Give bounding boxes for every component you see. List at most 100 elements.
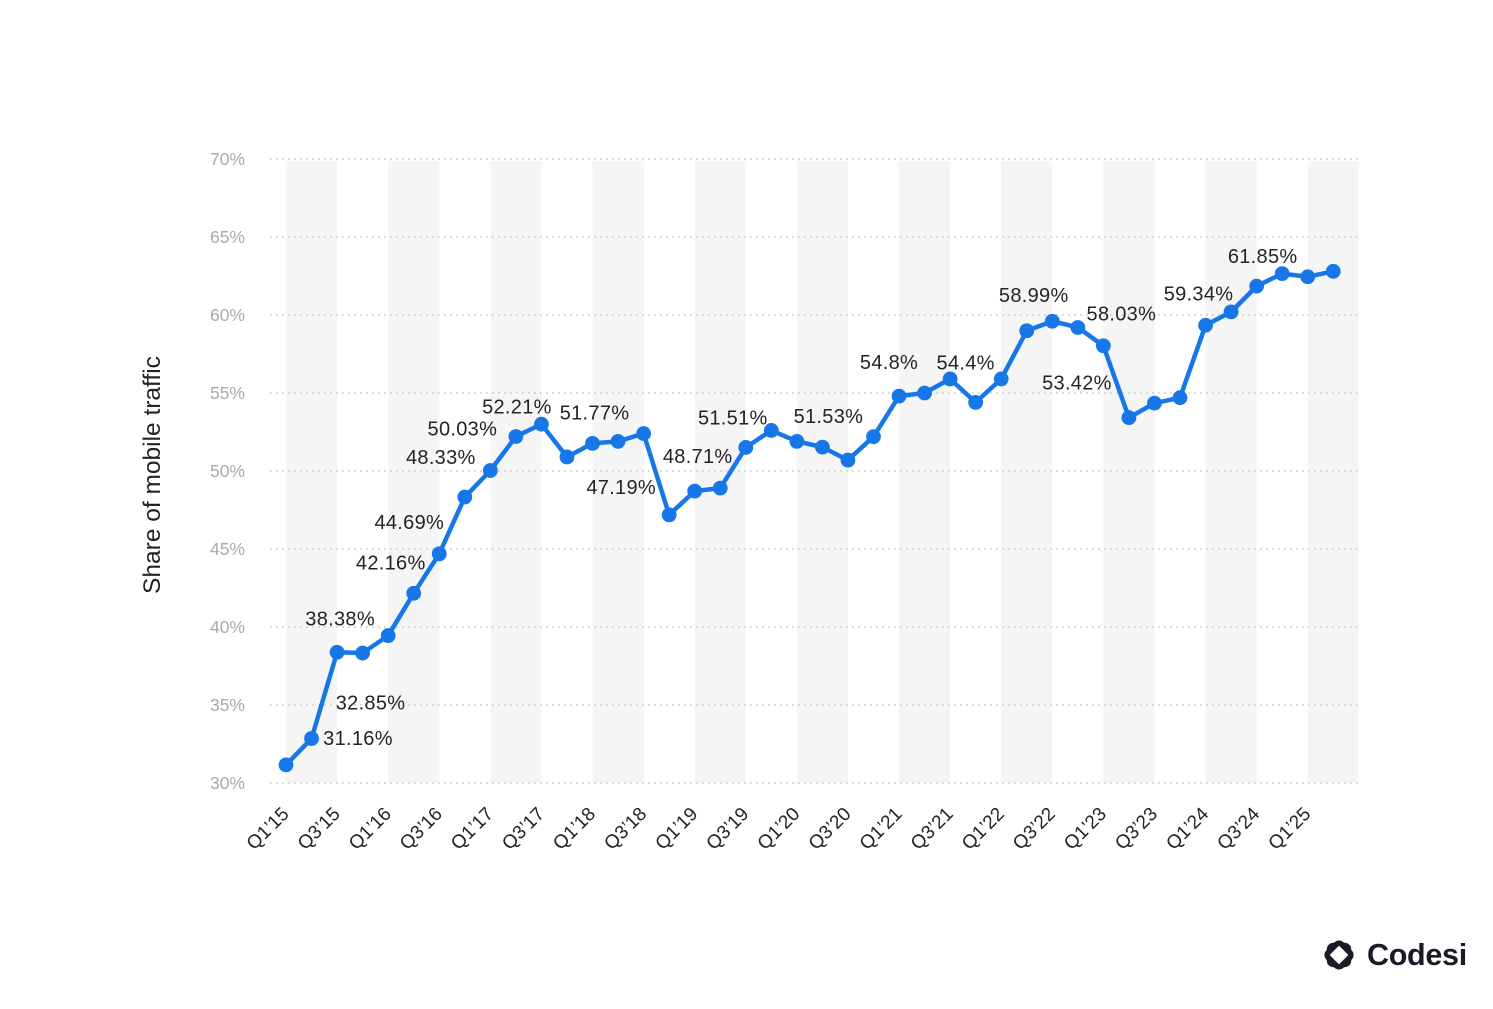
- x-tick-label: Q3’21: [907, 804, 958, 855]
- x-tick-label: Q3’17: [498, 804, 549, 855]
- data-point-label: 52.21%: [482, 397, 552, 419]
- brand-logo: Codesi: [1320, 936, 1467, 974]
- data-point: [712, 480, 728, 496]
- data-point: [789, 433, 805, 449]
- data-point: [278, 757, 294, 773]
- plot-band: [1103, 161, 1155, 783]
- data-point: [1121, 410, 1137, 426]
- x-tick-label: Q1’18: [549, 804, 600, 855]
- data-point: [610, 433, 626, 449]
- data-point-label: 54.8%: [860, 352, 918, 374]
- x-tick-label: Q3’24: [1213, 803, 1264, 854]
- data-point-label: 61.85%: [1228, 246, 1298, 268]
- data-point: [329, 644, 345, 660]
- plot-band: [490, 161, 542, 783]
- x-tick-label: Q1’25: [1265, 804, 1316, 855]
- data-point: [355, 645, 371, 661]
- data-point: [585, 435, 600, 451]
- plot-band: [1205, 161, 1257, 783]
- data-point-label: 51.53%: [794, 406, 864, 428]
- data-point: [866, 429, 881, 445]
- y-axis-title: Share of mobile traffic: [139, 356, 166, 594]
- y-tick-label: 35%: [210, 695, 245, 715]
- data-point-label: 38.38%: [305, 608, 375, 630]
- data-point: [1274, 266, 1290, 282]
- x-tick-label: Q1’16: [345, 804, 396, 855]
- plot-band: [1307, 161, 1359, 783]
- plot-band: [1001, 161, 1053, 783]
- x-tick-label: Q1’20: [754, 804, 805, 855]
- x-tick-label: Q1’23: [1060, 804, 1111, 855]
- x-tick-label: Q1’21: [856, 804, 907, 855]
- data-point: [482, 463, 498, 478]
- data-point: [738, 440, 754, 455]
- data-point: [1147, 395, 1162, 411]
- data-point: [1223, 304, 1239, 320]
- plot-band: [388, 161, 440, 783]
- data-point: [508, 429, 524, 444]
- data-point: [1300, 269, 1316, 285]
- x-tick-label: Q3’18: [600, 804, 651, 855]
- x-tick-label: Q3’16: [396, 804, 447, 855]
- data-point: [380, 628, 396, 643]
- x-tick-label: Q1’24: [1162, 803, 1213, 854]
- plot-band: [899, 161, 951, 783]
- data-point-label: 32.85%: [336, 693, 406, 715]
- codesi-logo-icon: [1324, 940, 1354, 970]
- data-point: [942, 371, 958, 387]
- data-point-label: 48.71%: [663, 446, 733, 468]
- x-tick-label: Q3’19: [703, 804, 754, 855]
- data-point: [636, 426, 652, 441]
- y-tick-label: 50%: [210, 461, 245, 481]
- data-point-label: 44.69%: [374, 512, 444, 534]
- brand-name: Codesi: [1367, 937, 1467, 972]
- data-point: [891, 388, 907, 404]
- data-point: [406, 585, 422, 601]
- x-tick-label: Q3’15: [294, 804, 345, 855]
- x-tick-label: Q3’23: [1111, 804, 1162, 855]
- data-point: [1095, 338, 1111, 354]
- data-point-label: 51.51%: [698, 407, 768, 429]
- data-point: [1198, 317, 1213, 333]
- y-tick-label: 70%: [210, 149, 245, 169]
- plot-band: [286, 161, 338, 783]
- y-tick-label: 65%: [210, 227, 245, 247]
- plot-band: [796, 161, 848, 783]
- data-point: [917, 385, 932, 401]
- data-point: [1019, 323, 1035, 339]
- y-tick-label: 60%: [210, 305, 245, 325]
- y-tick-label: 45%: [210, 539, 245, 559]
- y-tick-label: 40%: [210, 617, 245, 637]
- data-point-label: 31.16%: [323, 728, 393, 750]
- data-point: [687, 483, 703, 499]
- data-point: [968, 394, 984, 410]
- data-point: [840, 452, 856, 468]
- x-tick-label: Q1’15: [243, 804, 294, 855]
- data-point-label: 58.03%: [1087, 304, 1157, 326]
- data-point: [1070, 320, 1086, 335]
- x-tick-label: Q3’22: [1009, 804, 1060, 855]
- data-point: [1172, 390, 1188, 406]
- y-tick-label: 55%: [210, 383, 245, 403]
- data-point: [661, 507, 677, 523]
- data-point-label: 58.99%: [999, 285, 1069, 307]
- data-point-label: 59.34%: [1164, 283, 1234, 305]
- data-point: [815, 439, 830, 455]
- y-tick-label: 30%: [210, 773, 245, 793]
- data-point: [431, 546, 447, 562]
- x-tick-label: Q1’17: [447, 804, 498, 855]
- data-point-label: 42.16%: [356, 552, 426, 574]
- x-tick-label: Q1’22: [958, 804, 1009, 855]
- data-point-label: 54.4%: [937, 352, 995, 374]
- x-tick-label: Q1’19: [652, 804, 703, 855]
- data-point: [1249, 278, 1265, 294]
- data-point: [993, 371, 1009, 387]
- data-point: [559, 449, 575, 465]
- plot-band: [592, 161, 644, 783]
- data-point: [763, 423, 779, 438]
- data-point: [1325, 263, 1341, 279]
- data-point-label: 48.33%: [406, 447, 476, 469]
- data-point-label: 53.42%: [1042, 373, 1112, 395]
